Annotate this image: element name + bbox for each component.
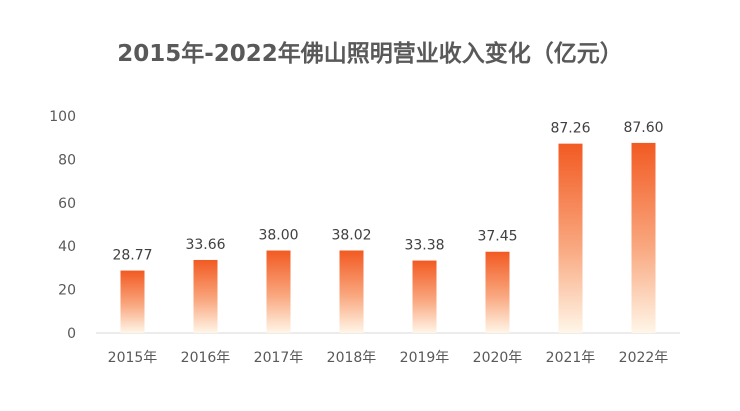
data-label: 38.00 xyxy=(258,228,298,244)
x-tick-label: 2019年 xyxy=(400,350,450,366)
bar xyxy=(339,250,364,333)
y-tick-label: 60 xyxy=(58,196,76,212)
x-tick-label: 2016年 xyxy=(181,350,231,366)
y-tick-label: 80 xyxy=(58,152,76,168)
data-label: 33.66 xyxy=(185,237,225,253)
chart-title: 2015年-2022年佛山照明营业收入变化（亿元） xyxy=(117,41,623,67)
x-tick-label: 2021年 xyxy=(546,350,596,366)
bar xyxy=(485,251,510,333)
data-label: 87.60 xyxy=(623,120,663,136)
data-label: 38.02 xyxy=(331,227,371,243)
y-tick-label: 0 xyxy=(67,326,76,342)
x-tick-label: 2022年 xyxy=(619,350,669,366)
x-tick-label: 2017年 xyxy=(254,350,304,366)
y-tick-label: 20 xyxy=(58,283,76,299)
bar xyxy=(120,270,145,333)
x-tick-label: 2020年 xyxy=(473,350,523,366)
bar xyxy=(558,143,583,333)
data-label: 37.45 xyxy=(477,229,517,245)
x-tick-label: 2015年 xyxy=(108,350,158,366)
y-tick-label: 40 xyxy=(58,239,76,255)
bar xyxy=(266,250,291,333)
data-label: 87.26 xyxy=(550,121,590,137)
x-tick-label: 2018年 xyxy=(327,350,377,366)
data-label: 33.38 xyxy=(404,238,444,254)
bar xyxy=(193,259,218,333)
y-tick-label: 100 xyxy=(49,109,76,125)
bar xyxy=(412,260,437,333)
data-label: 28.77 xyxy=(112,248,152,264)
bar xyxy=(631,142,656,333)
